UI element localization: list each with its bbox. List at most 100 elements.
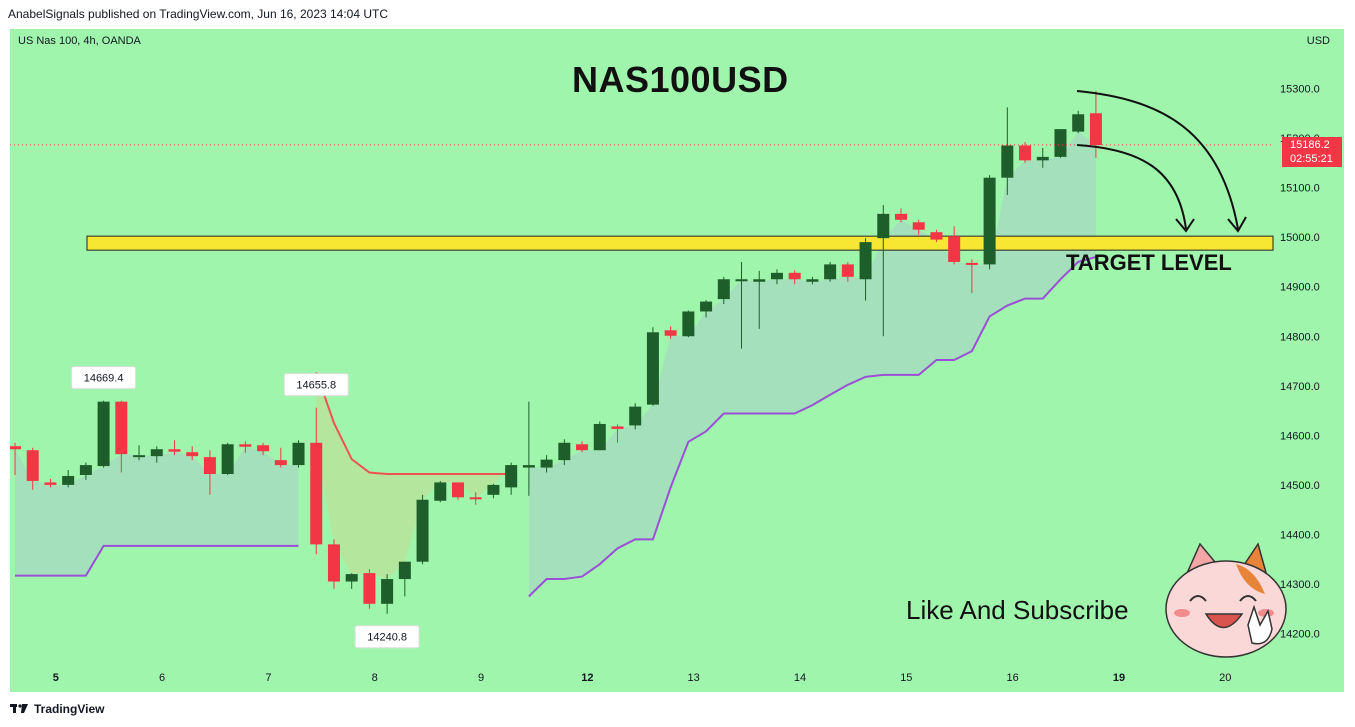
x-tick-label: 13 [688, 672, 700, 684]
x-tick-label: 7 [265, 672, 271, 684]
candle-21 [381, 574, 394, 614]
supertrend-fill [15, 131, 1096, 597]
candle-body [717, 279, 730, 300]
candle-body [186, 452, 199, 457]
candle-body [398, 561, 411, 580]
cat-eye-right [1239, 595, 1257, 602]
cat-blush-left [1174, 609, 1190, 617]
candle-24 [434, 480, 447, 503]
target-level-label: TARGET LEVEL [1066, 250, 1232, 275]
candle-46 [824, 261, 837, 282]
candle-43 [770, 269, 783, 285]
callout-1: 14655.8 [283, 373, 349, 397]
cat-eye-left [1189, 595, 1207, 602]
candle-body [292, 442, 305, 466]
candle-body [824, 264, 837, 280]
cat-patch [1236, 564, 1265, 594]
candle-body [522, 465, 535, 468]
candle-36 [646, 327, 659, 406]
candle-34 [611, 424, 624, 443]
callout-value: 14655.8 [296, 380, 336, 392]
candle-body [133, 455, 146, 458]
candle-body [452, 482, 464, 498]
callout-value: 14240.8 [367, 632, 407, 644]
candle-45 [806, 276, 819, 285]
x-tick-label: 14 [794, 672, 806, 684]
candle-body [930, 232, 943, 240]
candle-48 [859, 238, 872, 301]
candle-body [434, 482, 447, 501]
candle-body [10, 446, 21, 450]
candle-41 [735, 261, 748, 349]
candle-26 [469, 492, 482, 505]
candle-body [274, 460, 287, 466]
supertrend-fill-2 [528, 131, 1096, 597]
candle-55 [983, 175, 996, 270]
x-tick-label: 8 [372, 672, 378, 684]
candle-56 [1001, 107, 1014, 196]
candle-60 [1072, 110, 1085, 134]
chart-panel[interactable]: US Nas 100, 4h, OANDA USD 14669.4 14655.8… [10, 29, 1344, 692]
supertrend-line-2 [528, 256, 1097, 598]
candle-30 [540, 455, 553, 473]
candle-body [150, 449, 163, 457]
candle-35 [629, 403, 642, 430]
y-tick-label: 15000.0 [1280, 232, 1320, 244]
candle-17 [310, 407, 323, 555]
candle-body [203, 457, 216, 474]
bar-countdown: 02:55:21 [1290, 153, 1333, 165]
candles [10, 90, 1102, 614]
x-tick-label: 19 [1113, 672, 1125, 684]
x-tick-label: 9 [478, 672, 484, 684]
candle-7 [133, 445, 146, 461]
supertrend-line-1 [315, 372, 512, 475]
target-band [86, 235, 1274, 251]
candle-27 [487, 483, 500, 499]
candle-body [1036, 156, 1049, 161]
candle-body [363, 573, 376, 604]
candle-body [168, 449, 181, 452]
y-tick-label: 14500.0 [1280, 480, 1320, 492]
x-tick-label: 20 [1219, 672, 1231, 684]
footer[interactable]: TradingView [10, 702, 104, 716]
candle-1 [26, 447, 39, 490]
currency-label: USD [1306, 35, 1330, 47]
y-tick-label: 14400.0 [1280, 529, 1320, 541]
candle-14 [257, 442, 270, 456]
supertrend-fill-0 [15, 446, 299, 576]
y-tick-label: 14900.0 [1280, 282, 1320, 294]
candle-body [788, 272, 801, 280]
y-tick-label: 14600.0 [1280, 430, 1320, 442]
symbol-label[interactable]: US Nas 100, 4h, OANDA [18, 35, 141, 47]
candle-body [487, 484, 500, 495]
candle-3 [62, 470, 75, 488]
footer-brand[interactable]: TradingView [34, 702, 105, 716]
candle-body [1019, 145, 1032, 161]
candle-body [327, 544, 340, 582]
last-price-tag: 15186.2 02:55:21 [1282, 137, 1342, 167]
supertrend-line-0 [15, 544, 299, 577]
candle-8 [150, 446, 163, 463]
callout-value: 14669.4 [84, 373, 124, 385]
cat-peace-paw [1247, 604, 1273, 645]
candle-33 [593, 421, 606, 451]
candle-28 [505, 462, 518, 495]
chart-title: NAS100USD [572, 59, 789, 100]
y-tick-label: 15100.0 [1280, 183, 1320, 195]
y-tick-label: 14800.0 [1280, 331, 1320, 343]
callout-0: 14669.4 [71, 366, 137, 390]
candle-49 [877, 204, 890, 337]
candle-38 [682, 310, 695, 338]
tradingview-logo-icon [10, 704, 28, 713]
candle-body [345, 574, 358, 582]
candle-body [629, 406, 642, 426]
callout-box [71, 366, 137, 390]
candle-57 [1019, 142, 1032, 163]
y-tick-label: 15300.0 [1280, 84, 1320, 96]
candle-body [664, 330, 677, 336]
candle-body [505, 465, 518, 488]
candle-body [540, 459, 553, 468]
candle-10 [186, 446, 199, 461]
candle-44 [788, 270, 801, 285]
